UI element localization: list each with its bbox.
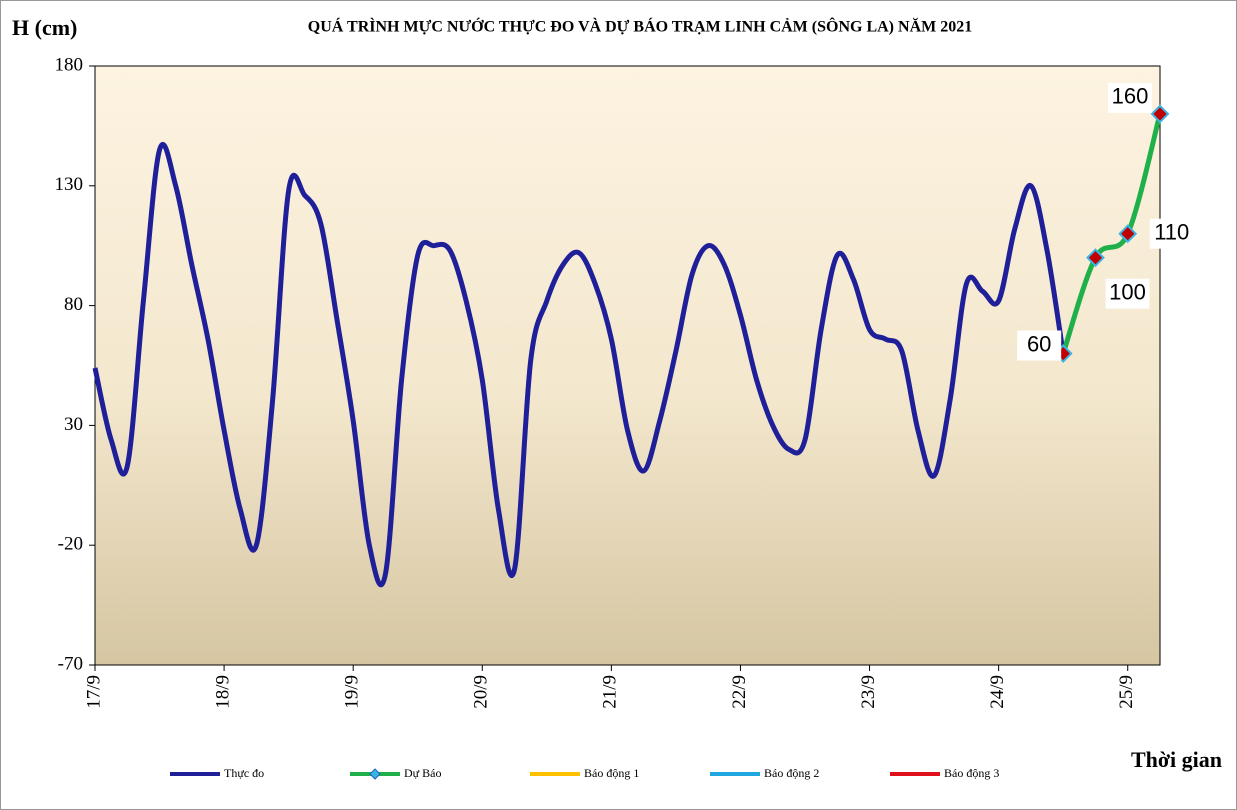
data-label: 100 [1109, 279, 1146, 304]
plot-area [94, 65, 1161, 666]
x-tick-label: 17/9 [83, 675, 104, 709]
data-label-bg [1108, 82, 1152, 113]
y-tick-label: 130 [55, 174, 84, 195]
x-tick-label: 20/9 [471, 675, 492, 709]
data-label: 160 [1112, 84, 1149, 109]
legend-label: Dự Báo [404, 766, 442, 780]
legend-label: Thực đo [224, 766, 264, 780]
x-tick-label: 22/9 [729, 675, 750, 709]
legend-label: Báo động 1 [584, 766, 639, 780]
legend-label: Báo động 2 [764, 766, 819, 780]
x-tick-label: 25/9 [1116, 675, 1137, 709]
x-axis-label: Thời gian [1131, 747, 1222, 772]
y-tick-label: -20 [58, 534, 83, 555]
y-tick-label: 30 [64, 414, 83, 435]
forecast-marker [1118, 224, 1138, 244]
data-label: 60 [1027, 331, 1051, 356]
y-tick-label: -70 [58, 653, 83, 674]
data-label-bg [1149, 218, 1194, 249]
y-axis-label: H (cm) [12, 15, 77, 40]
forecast-marker [1150, 104, 1170, 124]
data-label-bg [1017, 330, 1062, 361]
y-tick-label: 80 [64, 294, 83, 315]
x-tick-label: 23/9 [858, 675, 879, 709]
data-label: 110 [1154, 220, 1189, 245]
legend-marker [369, 768, 381, 780]
series-line [1060, 113, 1163, 355]
x-tick-label: 18/9 [212, 675, 233, 709]
series-line [92, 141, 1066, 588]
x-tick-label: 24/9 [987, 675, 1008, 709]
data-label-bg [1105, 278, 1150, 309]
y-tick-label: 180 [55, 54, 84, 75]
x-tick-label: 19/9 [342, 675, 363, 709]
x-tick-label: 21/9 [600, 675, 621, 709]
legend-label: Báo động 3 [944, 766, 999, 780]
forecast-marker [1086, 248, 1105, 268]
chart-title: QUÁ TRÌNH MỰC NƯỚC THỰC ĐO VÀ DỰ BÁO TRẠ… [308, 17, 972, 36]
